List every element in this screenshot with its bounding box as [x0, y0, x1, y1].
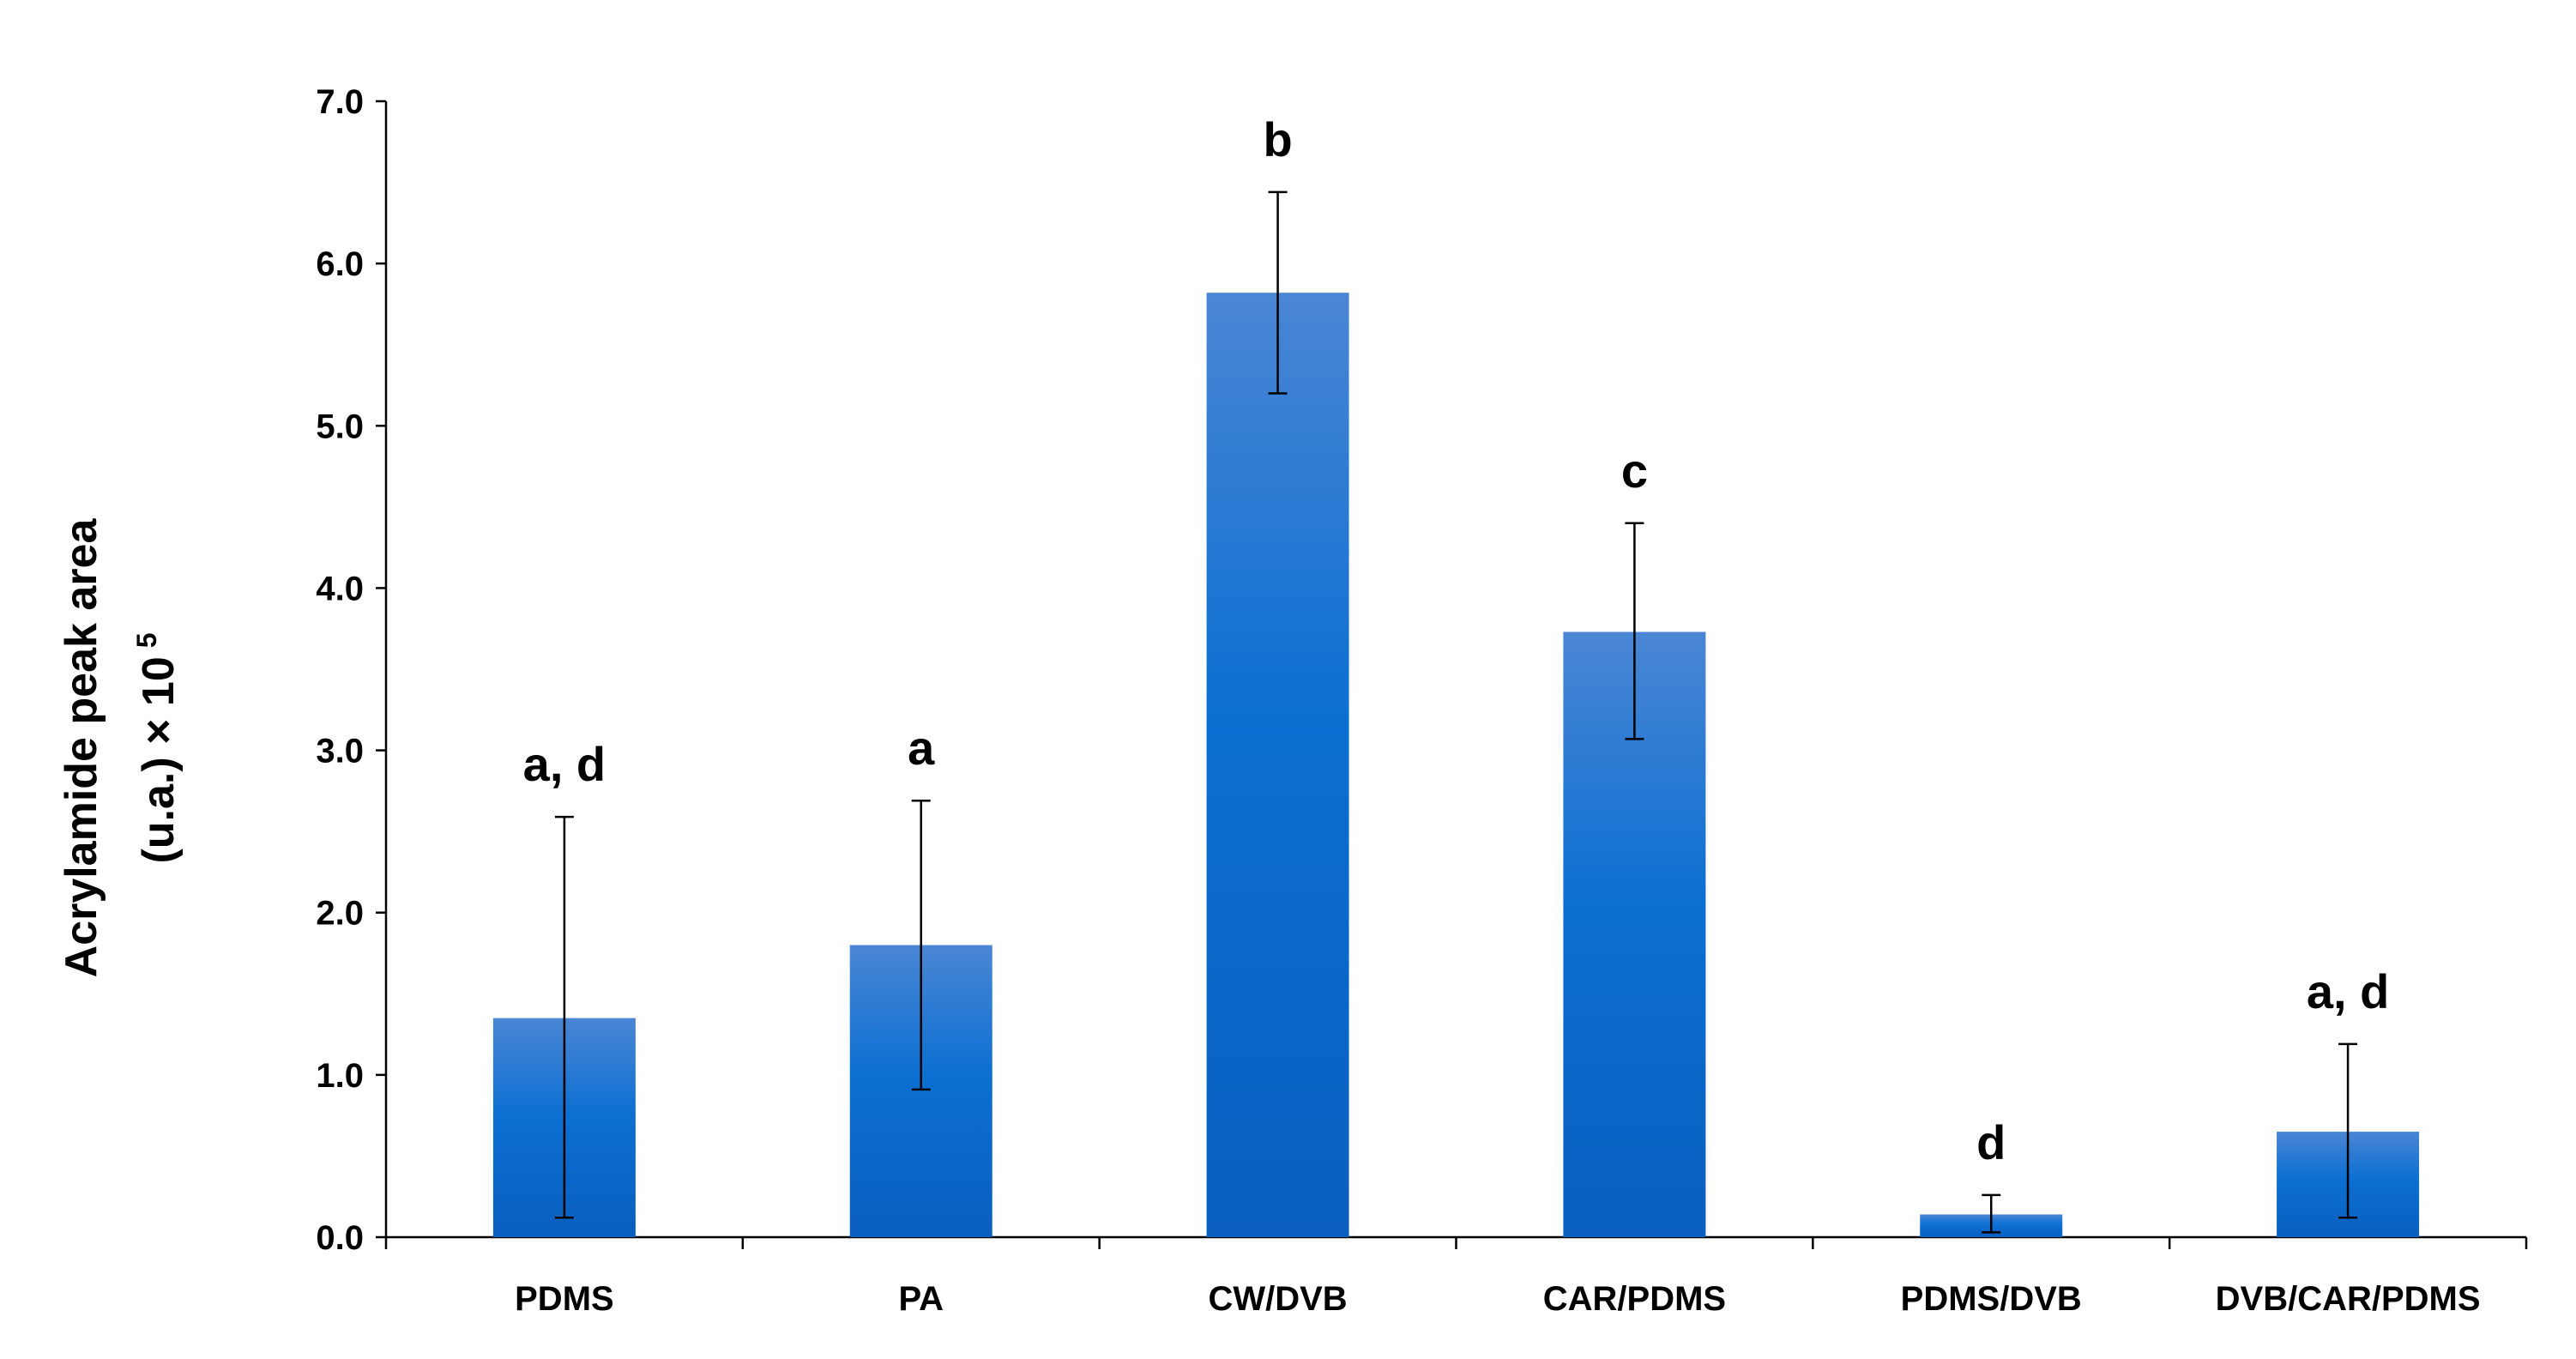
- y-tick-label: 5.0: [316, 408, 364, 445]
- bar-cw-dvb: [1206, 293, 1349, 1237]
- error-bar: [1982, 1193, 2001, 1234]
- x-category-label: PDMS/DVB: [1901, 1280, 2082, 1318]
- significance-label: b: [1263, 112, 1292, 166]
- y-axis-title: Acrylamide peak area (u.a.) × 10 5: [57, 518, 184, 978]
- y-axis-title-line2: (u.a.) × 10 5: [131, 632, 184, 863]
- axes: [376, 100, 2528, 1249]
- error-bar: [554, 815, 574, 1219]
- x-category-label: DVB/CAR/PDMS: [2216, 1280, 2481, 1318]
- significance-label: c: [1621, 444, 1648, 498]
- x-category-label: PA: [898, 1280, 944, 1318]
- significance-label: a, d: [523, 737, 606, 791]
- y-tick-label: 3.0: [316, 733, 364, 770]
- error-bars-group: [554, 190, 2358, 1234]
- error-bar: [2338, 1042, 2358, 1219]
- significance-label: d: [1976, 1115, 2006, 1169]
- x-category-label: CW/DVB: [1208, 1280, 1347, 1318]
- error-bar: [1625, 522, 1644, 740]
- y-axis-title-exponent: 5: [131, 632, 162, 648]
- y-tick-label: 2.0: [316, 895, 364, 933]
- error-bar: [1268, 190, 1288, 395]
- y-axis-title-line1: Acrylamide peak area: [57, 518, 106, 978]
- y-tick-label: 0.0: [316, 1219, 364, 1257]
- x-category-label: PDMS: [515, 1280, 614, 1318]
- y-tick-label: 1.0: [316, 1057, 364, 1095]
- significance-label: a, d: [2307, 964, 2389, 1018]
- significance-label: a: [908, 721, 935, 775]
- labels-group: 0.0 1.0 2.0 3.0 4.0 5.0 6.0 7.0 a, d PDMS a PA b CW/D…: [316, 83, 2480, 1318]
- bars-group: [492, 293, 2420, 1237]
- y-axis-title-base: (u.a.) × 10: [134, 656, 184, 863]
- y-tick-label: 6.0: [316, 245, 364, 283]
- x-category-label: CAR/PDMS: [1543, 1280, 1726, 1318]
- y-tick-label: 7.0: [316, 83, 364, 121]
- y-tick-label: 4.0: [316, 570, 364, 607]
- error-bar: [911, 799, 931, 1091]
